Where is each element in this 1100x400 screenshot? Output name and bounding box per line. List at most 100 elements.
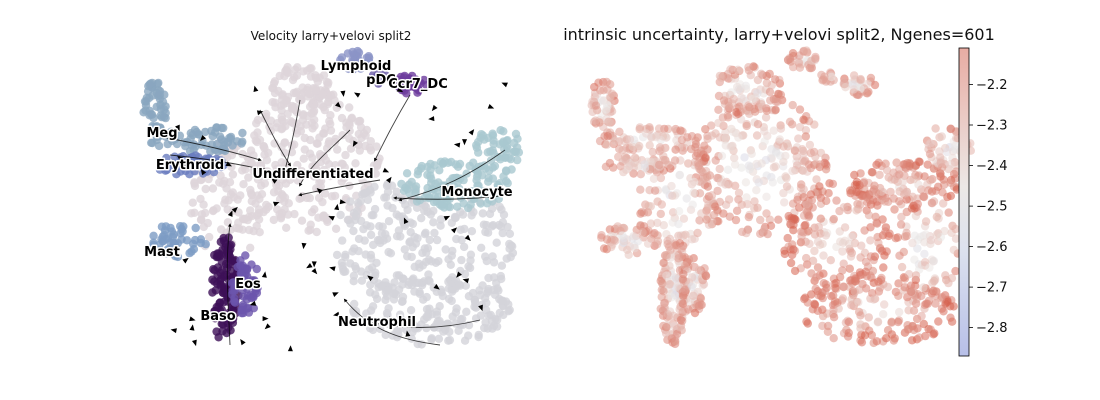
cell-point xyxy=(946,191,956,201)
cell-point xyxy=(427,185,437,194)
cell-point xyxy=(348,47,357,57)
cell-point xyxy=(674,207,684,216)
cell-point xyxy=(769,126,778,135)
cell-point xyxy=(234,224,244,233)
cell-point xyxy=(927,198,937,208)
cell-point xyxy=(482,298,491,308)
cell-point xyxy=(171,252,180,261)
cell-point xyxy=(310,121,319,130)
cell-point xyxy=(236,275,245,285)
cell-point xyxy=(299,67,308,76)
cell-point xyxy=(262,200,271,210)
cell-point xyxy=(753,75,763,85)
cluster-label-undifferentiated: Undifferentiated xyxy=(252,167,373,182)
cell-point xyxy=(277,125,286,134)
colorbar-tick-label: −2.7 xyxy=(976,281,1008,296)
cell-point xyxy=(852,180,862,189)
velocity-arrow xyxy=(487,103,495,109)
cell-point xyxy=(292,71,302,80)
cell-point xyxy=(201,240,210,249)
cell-point xyxy=(477,243,486,252)
cell-point xyxy=(177,224,186,234)
cell-point xyxy=(452,234,461,244)
cell-point xyxy=(384,247,393,257)
cell-point xyxy=(715,164,724,174)
velocity-arrow xyxy=(478,304,483,312)
cell-point xyxy=(850,287,860,296)
cell-point xyxy=(939,199,948,208)
streamline xyxy=(169,154,267,172)
cell-point xyxy=(821,280,831,289)
velocity-arrow xyxy=(462,139,468,146)
cell-point xyxy=(874,158,883,167)
cell-point xyxy=(356,123,366,132)
cell-point xyxy=(832,196,841,205)
cell-point xyxy=(241,251,250,260)
cell-point xyxy=(908,238,917,248)
cell-point xyxy=(193,130,203,139)
cluster-label-baso: Baso xyxy=(200,309,235,324)
cell-point xyxy=(464,189,473,198)
cell-point xyxy=(780,249,789,259)
streamline xyxy=(299,129,351,187)
cell-point xyxy=(881,159,890,168)
cell-point xyxy=(319,211,329,220)
streamline xyxy=(283,99,301,172)
cell-point xyxy=(757,159,766,168)
cell-point xyxy=(924,296,934,306)
cell-point xyxy=(907,287,916,297)
cell-point xyxy=(325,117,334,126)
cell-point xyxy=(932,212,941,222)
cell-point xyxy=(447,188,456,197)
cell-point xyxy=(455,280,464,289)
cell-point xyxy=(946,313,955,322)
velocity-arrow xyxy=(501,82,508,88)
cell-point xyxy=(620,152,630,161)
cell-point xyxy=(423,207,432,217)
cell-point xyxy=(902,187,912,197)
cell-point xyxy=(723,165,733,174)
cell-point xyxy=(743,199,752,209)
cell-point xyxy=(819,251,828,260)
cell-point xyxy=(239,180,248,189)
cell-point xyxy=(606,80,615,89)
streamline xyxy=(374,94,411,162)
cell-point xyxy=(903,325,913,334)
cell-point xyxy=(424,276,433,285)
cell-point xyxy=(361,141,370,151)
cell-point xyxy=(882,165,892,175)
streamline xyxy=(298,179,381,197)
cell-point xyxy=(781,151,790,161)
cell-point xyxy=(341,250,350,259)
cell-point xyxy=(191,223,200,233)
cluster-label-monocyte: Monocyte xyxy=(441,185,512,200)
cell-point xyxy=(790,146,800,155)
cell-point xyxy=(839,203,848,212)
cell-point xyxy=(513,155,522,165)
cell-point xyxy=(927,187,937,196)
cell-point xyxy=(251,164,260,173)
cell-point xyxy=(148,138,157,148)
cell-point xyxy=(830,279,839,289)
cell-point xyxy=(696,300,705,310)
cell-point xyxy=(357,267,366,276)
cell-point xyxy=(785,117,795,127)
cell-point xyxy=(667,293,676,302)
cell-point xyxy=(148,78,157,88)
cell-point xyxy=(697,209,706,218)
cell-point xyxy=(734,188,744,198)
cell-point xyxy=(277,209,287,218)
cell-point xyxy=(205,232,214,242)
cell-point xyxy=(650,186,660,195)
colorbar: −2.2 −2.3 −2.4 −2.5 −2.6 −2.7 −2.8 xyxy=(958,47,1008,357)
cell-point xyxy=(693,228,702,238)
cell-point xyxy=(495,308,504,318)
cell-point xyxy=(293,160,302,170)
cell-point xyxy=(255,194,264,204)
cell-point xyxy=(915,157,924,167)
cell-point xyxy=(920,172,929,181)
cell-point xyxy=(311,73,321,83)
cell-point xyxy=(412,203,422,212)
cell-point xyxy=(873,232,882,242)
cell-point xyxy=(321,124,330,133)
